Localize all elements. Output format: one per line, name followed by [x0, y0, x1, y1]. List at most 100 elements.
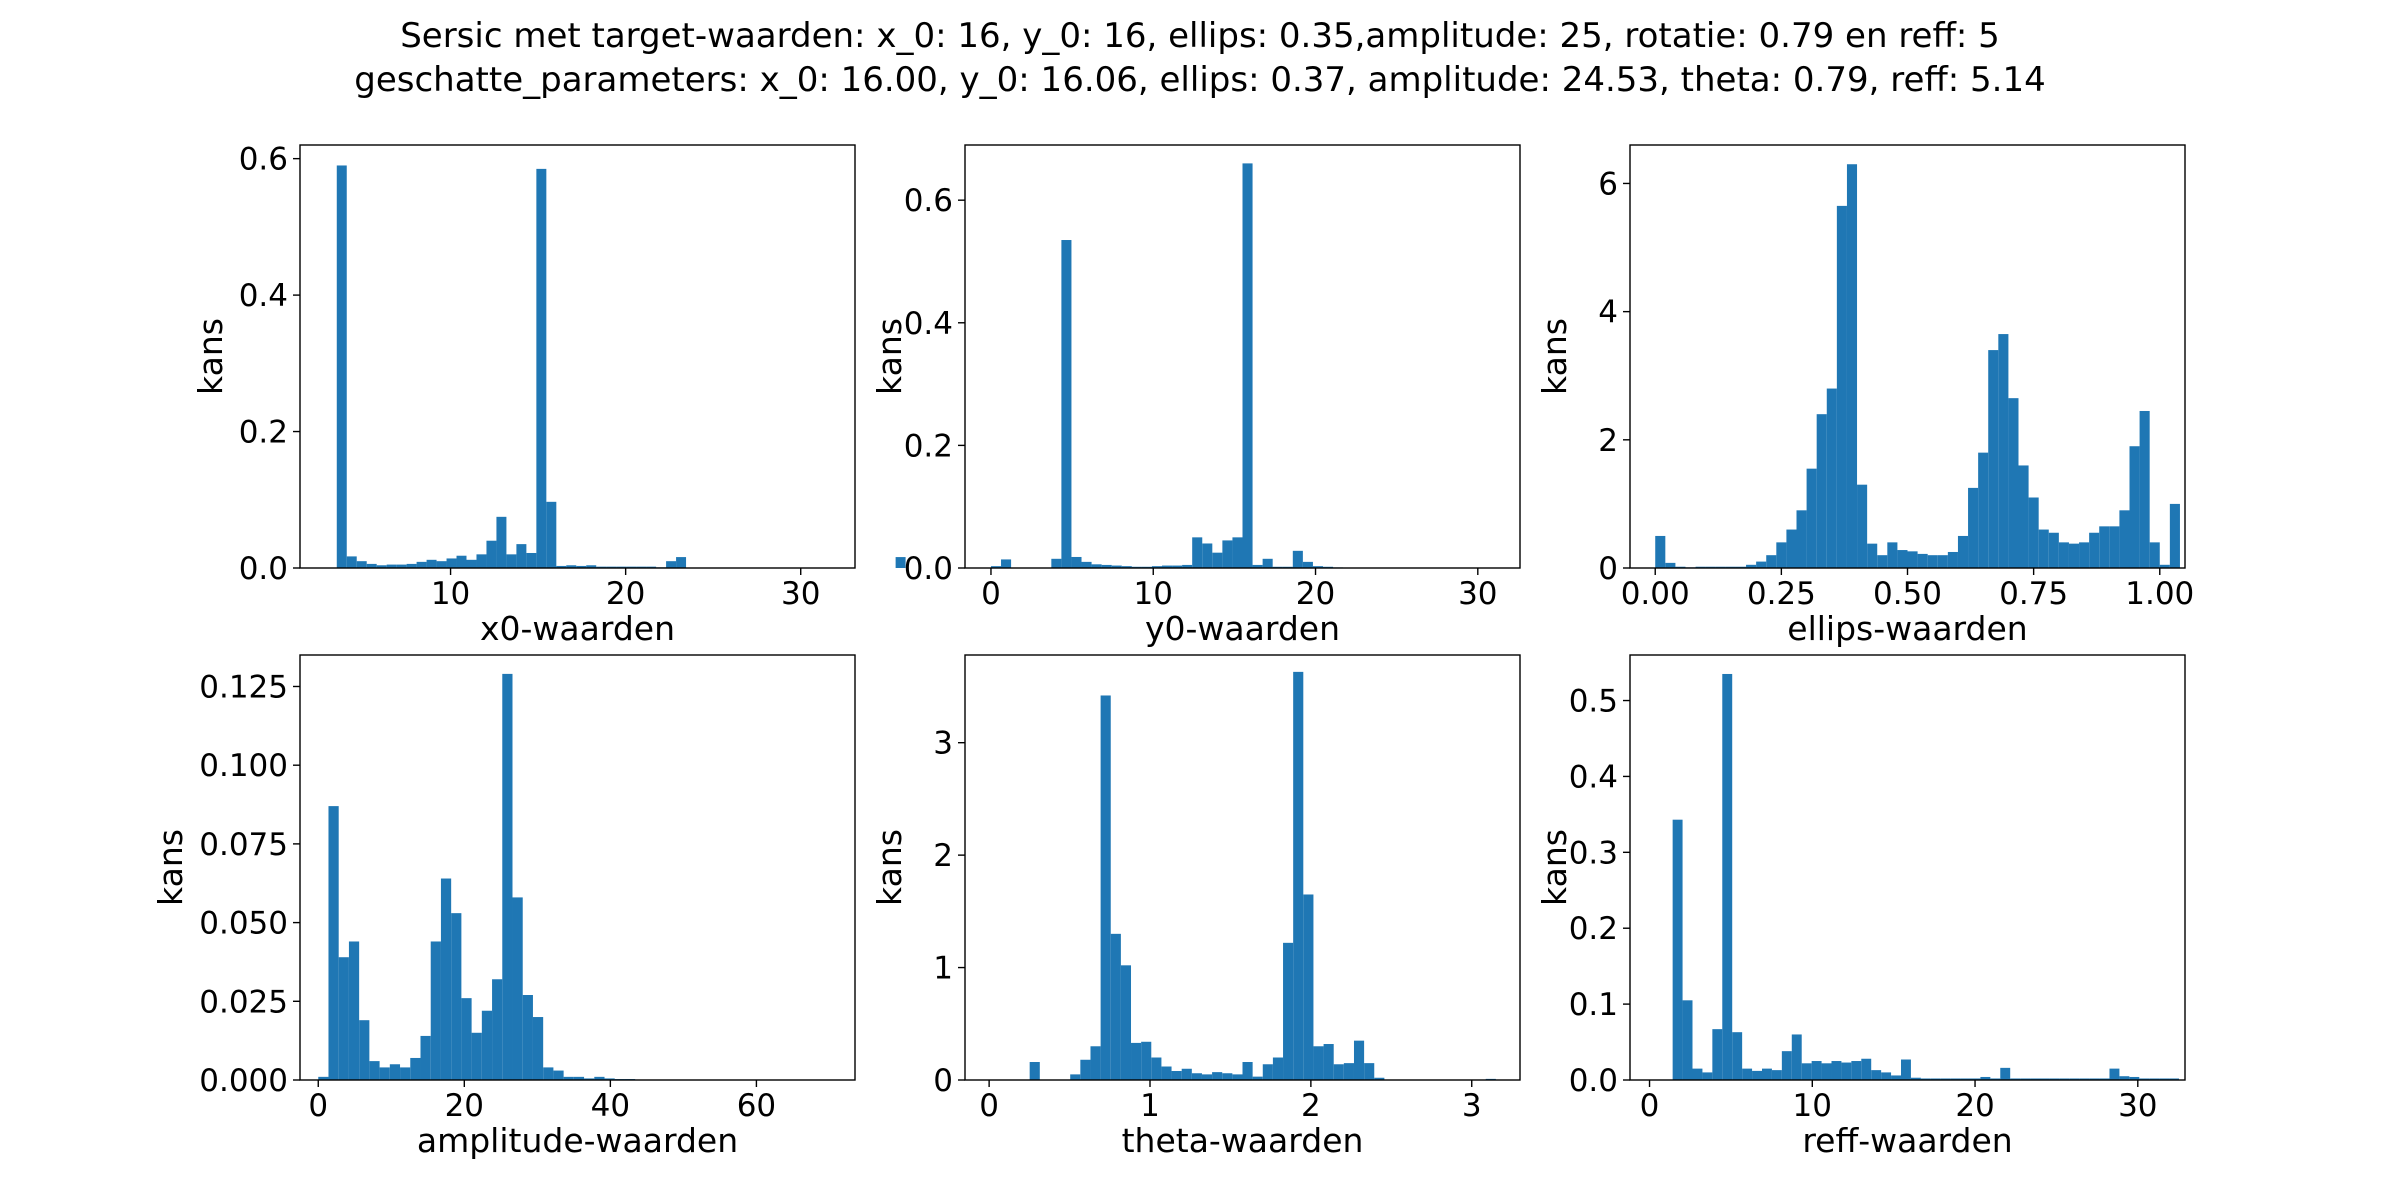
x-axis-label: theta-waarden [1122, 1121, 1364, 1160]
histogram-bar [1871, 1070, 1882, 1080]
y-tick-label: 0.6 [904, 183, 953, 219]
histogram-bar [2149, 1078, 2160, 1080]
histogram-bar [2058, 542, 2069, 568]
histogram-bar [1712, 1029, 1723, 1080]
histogram-bar [1917, 553, 1928, 568]
histogram-bar [1756, 561, 1767, 568]
histogram-bar [1752, 1070, 1762, 1080]
y-tick-label: 0.125 [199, 669, 288, 705]
histogram-bar [895, 557, 906, 568]
histogram-bar [1907, 551, 1918, 568]
histogram-bar [1816, 414, 1827, 568]
y-tick-label: 0.075 [199, 827, 288, 863]
histogram-bar [576, 565, 587, 568]
histogram-panel-5: 0 1 2 3 0 1 2 3 theta-waarden kans [870, 654, 1521, 1160]
histogram-bar [604, 1078, 615, 1080]
y-axis-label: kans [870, 318, 909, 395]
histogram-bar [1960, 1078, 1971, 1080]
y-tick-label: 0.0 [1569, 1063, 1618, 1099]
axes-frame [964, 654, 1521, 1081]
histogram-bar [1364, 1063, 1375, 1080]
histogram-bar [1811, 1061, 1822, 1080]
histogram-bar [1861, 1058, 1872, 1080]
axes-frame [964, 144, 1521, 569]
histogram-bar [1303, 894, 1314, 1080]
x-tick-label: 10 [1793, 1088, 1832, 1124]
histogram-bar [1846, 164, 1858, 569]
x-axis-label: reff-waarden [1802, 1121, 2012, 1160]
histogram-bar [1867, 543, 1878, 568]
histogram-bar [1881, 1072, 1892, 1080]
histogram-bar [1111, 565, 1122, 568]
histogram-bar [1131, 1042, 1142, 1080]
histogram-bar [546, 501, 557, 568]
histogram-panel-3: 0.00 0.25 0.50 0.75 1.00 0 2 4 6 ellips-waarden ka… [1535, 144, 2194, 648]
histogram-bar [2000, 1067, 2011, 1080]
histogram-bar [1891, 1075, 1901, 1080]
histogram-bar [1191, 1073, 1202, 1080]
x-tick-label: 60 [737, 1088, 776, 1124]
histogram-bar [1283, 942, 1294, 1080]
histogram-bar [563, 1076, 574, 1080]
histogram-bar [1771, 1070, 1782, 1080]
x-tick-label: 10 [1134, 576, 1173, 612]
histogram-bar [1665, 562, 1676, 568]
x-tick-label: 2 [1301, 1088, 1321, 1124]
histogram-bar [1171, 1071, 1182, 1080]
axes-frame [1629, 654, 2186, 1081]
histogram-bar [1302, 561, 1313, 568]
y-tick-label: 2 [1598, 423, 1618, 459]
x-tick-label: 10 [431, 576, 470, 612]
y-tick-label: 0.5 [1569, 684, 1618, 720]
x-tick-label: 20 [606, 576, 645, 612]
histogram-bar [2149, 542, 2160, 568]
histogram-bar [1791, 1034, 1802, 1080]
histogram-bar [1061, 240, 1072, 568]
histogram-bar [366, 563, 377, 568]
histogram-bar [1900, 1059, 1911, 1080]
histogram-bar [1786, 529, 1797, 568]
x-tick-label: 0.50 [1873, 576, 1942, 612]
histogram-bar [318, 1076, 329, 1080]
x-tick-label: 1.00 [2125, 576, 2194, 612]
histogram-bar [2059, 1078, 2070, 1080]
histogram-bar [476, 554, 487, 568]
y-tick-label: 2 [933, 838, 953, 874]
x-axis-label: ellips-waarden [1787, 609, 2027, 648]
histogram-bar [1252, 1076, 1263, 1080]
histogram-bar [1978, 452, 1989, 568]
histogram-bar [420, 1035, 431, 1080]
y-axis-label: kans [870, 829, 909, 906]
y-tick-label: 0.100 [199, 748, 288, 784]
histogram-bar [359, 1020, 370, 1080]
histogram-bar [1343, 1063, 1354, 1080]
histogram-bar [451, 913, 462, 1080]
histogram-bar [1071, 556, 1082, 568]
histogram-bar [1947, 551, 1958, 568]
histogram-bar [1806, 468, 1817, 568]
histogram-bar [461, 998, 472, 1080]
histogram-bar [1702, 1072, 1713, 1080]
histogram-bar [1990, 1078, 2001, 1080]
histogram-bar [492, 979, 503, 1080]
histogram-bar [522, 995, 533, 1080]
histogram-bar [1682, 1000, 1693, 1080]
histogram-bar [456, 555, 467, 568]
histogram-bar [1161, 1066, 1172, 1080]
histogram-bar [1781, 1051, 1792, 1080]
histogram-bar [379, 1067, 390, 1080]
histogram-bar [532, 1017, 544, 1080]
histogram-bar [2010, 1078, 2021, 1080]
histogram-bar [1192, 537, 1203, 568]
histogram-bar [2109, 1068, 2120, 1080]
histogram-bar [526, 552, 537, 568]
histogram-bar [466, 559, 477, 568]
histogram-bar [1212, 552, 1223, 568]
histogram-bar [1821, 1063, 1832, 1080]
histogram-bar [1101, 564, 1112, 568]
histogram-bar [666, 561, 677, 568]
histogram-bar [506, 554, 517, 568]
title-line-target: Sersic met target-waarden: x_0: 16, y_0:… [400, 16, 2000, 56]
histogram-bar [2159, 564, 2170, 568]
